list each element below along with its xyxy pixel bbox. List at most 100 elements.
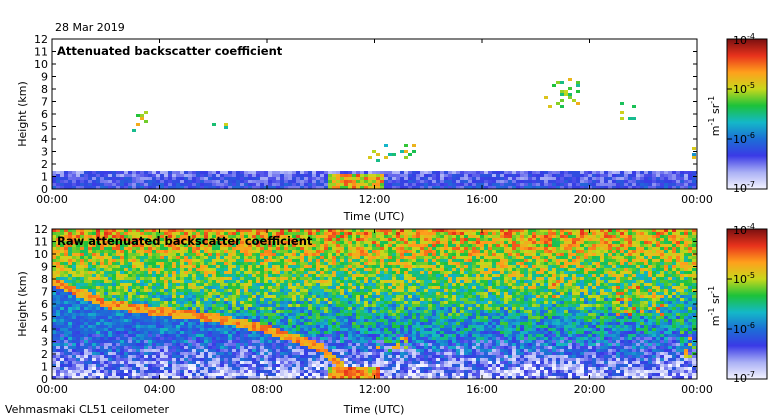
heatmap-cell [644, 232, 648, 235]
heatmap-cell [356, 283, 360, 286]
heatmap-cell [272, 277, 276, 280]
heatmap-cell [108, 235, 112, 238]
heatmap-cell [584, 274, 588, 277]
heatmap-cell [360, 259, 364, 262]
heatmap-cell [676, 280, 680, 283]
heatmap-cell [192, 250, 196, 253]
heatmap-cell [616, 250, 620, 253]
heatmap-cell [624, 274, 628, 277]
heatmap-cell [112, 274, 116, 277]
heatmap-cell [472, 283, 476, 286]
heatmap-cell [200, 259, 204, 262]
heatmap-cell [388, 280, 392, 283]
heatmap-cell [512, 259, 516, 262]
heatmap-cell [220, 280, 224, 283]
heatmap-cell [208, 253, 212, 256]
heatmap-cell [200, 295, 204, 298]
heatmap-cell [416, 177, 420, 180]
heatmap-cell [256, 235, 260, 238]
heatmap-cell [296, 268, 300, 271]
heatmap-cell [524, 235, 528, 238]
heatmap-cell [52, 186, 56, 189]
heatmap-cell [448, 180, 452, 183]
heatmap-cell [536, 268, 540, 271]
heatmap-cell [228, 265, 232, 268]
heatmap-cell [568, 298, 572, 301]
heatmap-cell [220, 262, 224, 265]
heatmap-cell [416, 283, 420, 286]
heatmap-cell [640, 253, 644, 256]
heatmap-cell [632, 238, 636, 241]
heatmap-cell [564, 232, 568, 235]
heatmap-cell [116, 241, 120, 244]
heatmap-cell [464, 298, 468, 301]
heatmap-cell [224, 183, 228, 186]
heatmap-cell [552, 235, 556, 238]
heatmap-cell [588, 247, 592, 250]
heatmap-cell [432, 238, 436, 241]
heatmap-cell [640, 238, 644, 241]
heatmap-cell [104, 292, 108, 295]
heatmap-cell [288, 259, 292, 262]
heatmap-cell [452, 250, 456, 253]
heatmap-cell [380, 235, 384, 238]
heatmap-cell [648, 241, 652, 244]
heatmap-cell [208, 238, 212, 241]
heatmap-cell [288, 177, 292, 180]
heatmap-cell [292, 286, 296, 289]
heatmap-cell [192, 295, 196, 298]
heatmap-cell [236, 295, 240, 298]
heatmap-cell [144, 177, 148, 180]
heatmap-cell [480, 256, 484, 259]
heatmap-cell [92, 274, 96, 277]
heatmap-cell [516, 250, 520, 253]
heatmap-cell [240, 180, 244, 183]
heatmap-cell [592, 277, 596, 280]
heatmap-cell [608, 183, 612, 186]
heatmap-cell [144, 286, 148, 289]
heatmap-cell [648, 247, 652, 250]
heatmap-cell [528, 271, 532, 274]
heatmap-cell [384, 247, 388, 250]
heatmap-cell [680, 256, 684, 259]
heatmap-cell [372, 235, 376, 238]
heatmap-cell [440, 289, 444, 292]
heatmap-cell [112, 174, 116, 177]
heatmap-cell [560, 274, 564, 277]
heatmap-cell [60, 271, 64, 274]
heatmap-cell [416, 241, 420, 244]
heatmap-cell [164, 289, 168, 292]
heatmap-cell [544, 183, 548, 186]
heatmap-cell [276, 298, 280, 301]
heatmap-cell [660, 232, 664, 235]
heatmap-cell [188, 253, 192, 256]
heatmap-cell [484, 277, 488, 280]
heatmap-cell [88, 177, 92, 180]
heatmap-cell [300, 268, 304, 271]
heatmap-cell [492, 289, 496, 292]
heatmap-cell [364, 280, 368, 283]
heatmap-cell [444, 250, 448, 253]
heatmap-cell [420, 229, 424, 232]
heatmap-cell [472, 253, 476, 256]
heatmap-cell [404, 289, 408, 292]
heatmap-cell [312, 235, 316, 238]
heatmap-cell [192, 286, 196, 289]
heatmap-cell [508, 244, 512, 247]
colorbar-tick-label: 10-5 [733, 81, 755, 96]
heatmap-cell [116, 171, 120, 174]
heatmap-cell [396, 289, 400, 292]
heatmap-cell [184, 268, 188, 271]
heatmap-cell [608, 265, 612, 268]
heatmap-cell [512, 229, 516, 232]
heatmap-cell [308, 253, 312, 256]
heatmap-cell [152, 277, 156, 280]
heatmap-cell [376, 241, 380, 244]
heatmap-cell [692, 186, 696, 189]
heatmap-cell [656, 183, 660, 186]
heatmap-cell [368, 241, 372, 244]
heatmap-cell [404, 295, 408, 298]
heatmap-cell [232, 250, 236, 253]
heatmap-cell [460, 277, 464, 280]
heatmap-cell [340, 283, 344, 286]
